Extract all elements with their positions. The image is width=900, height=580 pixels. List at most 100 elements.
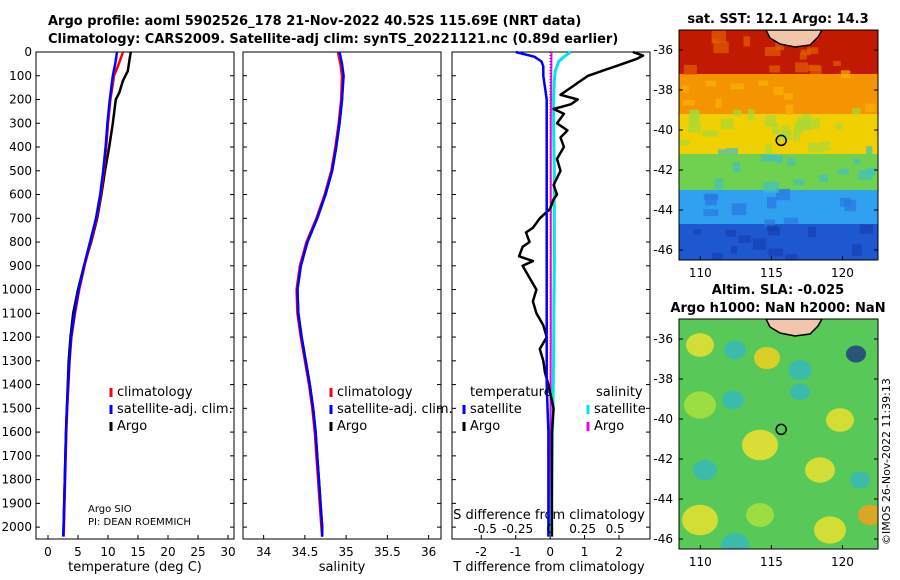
argo-pi: PI: DEAN ROEMMICH — [88, 517, 191, 528]
sst-pixel — [725, 229, 737, 237]
sst-pixel — [743, 36, 751, 47]
temperature-xtick-label: 0 — [44, 545, 52, 559]
temperature-argo-line — [62, 51, 133, 537]
sst-pixel — [752, 238, 767, 250]
temperature-xtick-label: 25 — [190, 545, 205, 559]
sla-map-subtitle: Argo h1000: NaN h2000: NaN — [670, 301, 885, 316]
sst-pixel — [797, 116, 805, 123]
difference-legend-heading: salinity — [596, 385, 643, 400]
sst-pixel — [783, 93, 794, 100]
sst-pixel — [747, 109, 755, 121]
sla_map-xtick-label: 110 — [689, 555, 712, 569]
sst-map-title: sat. SST: 12.1 Argo: 14.3 — [687, 12, 868, 27]
sst-pixel — [688, 109, 699, 122]
sst-pixel — [858, 169, 873, 180]
temperature-xtick-label: 30 — [220, 545, 235, 559]
sla-anomaly-blob — [746, 503, 774, 527]
sst-pixel — [785, 253, 798, 260]
sst-pixel — [738, 235, 751, 243]
sst-pixel — [683, 64, 697, 75]
sst-pixel — [775, 41, 785, 51]
sst-pixel — [726, 147, 739, 155]
sla_map-ytick-label: -38 — [653, 372, 673, 386]
difference-temperature-satellite-line — [515, 50, 550, 537]
salinity-xtick-label: 35.5 — [374, 545, 401, 559]
sst-pixel — [714, 178, 724, 189]
sst-pixel — [760, 154, 774, 162]
sst-pixel — [866, 167, 876, 176]
sla-anomaly-blob — [826, 408, 854, 432]
temperature-xtick-label: 15 — [130, 545, 145, 559]
sla-anomaly-blob — [693, 459, 717, 481]
salinity-legend-label: Argo — [337, 419, 367, 434]
sst-pixel — [852, 107, 861, 115]
sla_map-ytick-label: -46 — [653, 532, 673, 546]
depth-tick-label: 1600 — [1, 425, 32, 439]
sst-pixel — [866, 146, 873, 154]
sla-anomaly-blob — [790, 383, 810, 401]
sst-pixel — [763, 181, 779, 193]
depth-tick-label: 400 — [9, 140, 32, 154]
sst-pixel — [801, 113, 811, 126]
temperature-satellite-line — [62, 51, 119, 537]
salinity-diff-tick-label: -0.5 — [473, 522, 496, 536]
sst-pixel — [720, 118, 734, 130]
sla_map-ytick-label: -44 — [653, 492, 673, 506]
sst-pixel — [833, 60, 841, 66]
page-title: Argo profile: aoml 5902526_178 21-Nov-20… — [48, 14, 582, 29]
sst-pixel — [757, 80, 768, 86]
temperature-legend-label: Argo — [117, 419, 147, 434]
sst-pixel — [773, 86, 784, 96]
sst-pixel — [764, 47, 781, 56]
difference-xlabel: T difference from climatology — [452, 560, 645, 575]
depth-tick-label: 800 — [9, 235, 32, 249]
sla_map-frame — [678, 318, 879, 550]
sla_map-field — [679, 319, 878, 549]
sla_map-xtick-label: 120 — [831, 555, 854, 569]
temperature-climatology-line — [62, 51, 125, 537]
sst_map-field — [679, 30, 878, 260]
salinity-legend-label: climatology — [337, 385, 413, 400]
difference-salinity-legend-label: satellite — [594, 402, 646, 417]
sla_map-xtick-label: 115 — [760, 555, 783, 569]
sst-pixel — [713, 41, 729, 54]
difference-temperature-legend-label: satellite — [470, 402, 522, 417]
sla_map-float-marker — [775, 423, 787, 436]
sst_map-xtick-label: 110 — [689, 266, 712, 280]
sst-pixel — [783, 217, 799, 224]
depth-tick-label: 600 — [9, 188, 32, 202]
salinity-diff-tick-label: 0.25 — [569, 522, 596, 536]
sst-land-patch — [765, 30, 823, 48]
sla-anomaly-blob — [684, 391, 716, 419]
temperature-legend-label: satellite-adj. clim. — [117, 402, 233, 417]
sst_map-ytick-label: -38 — [653, 83, 673, 97]
sst-pixel — [859, 224, 874, 234]
sst_map-float-marker — [775, 134, 787, 147]
argo-institution: Argo SIO — [88, 504, 132, 515]
sst-pixel — [844, 199, 857, 212]
sst-pixel — [766, 225, 778, 231]
sst_map-ytick-label: -40 — [653, 123, 673, 137]
depth-tick-label: 1000 — [1, 283, 32, 297]
sst-pixel — [818, 174, 828, 182]
difference-xtick-label: 0 — [546, 545, 554, 559]
temperature-xtick-label: 10 — [100, 545, 115, 559]
difference-xtick-label: 1 — [581, 545, 589, 559]
sst-pixel — [796, 120, 811, 131]
sla-anomaly-blob — [850, 471, 870, 489]
sst-pixel — [785, 104, 794, 116]
sst-pixel — [807, 64, 821, 72]
sst-pixel — [837, 168, 850, 175]
sla_map-ytick-label: -40 — [653, 412, 673, 426]
sst-pixel — [711, 30, 727, 43]
salinity-xlabel: salinity — [319, 560, 366, 575]
sla-anomaly-blob — [722, 390, 744, 410]
sst-pixel — [835, 123, 843, 130]
sst-pixel — [776, 130, 792, 141]
sst-pixel — [679, 140, 690, 146]
depth-tick-label: 900 — [9, 259, 32, 273]
temperature-xtick-label: 5 — [74, 545, 82, 559]
sst-pixel — [705, 193, 718, 206]
sst_map-ytick-label: -46 — [653, 243, 673, 257]
depth-tick-label: 1700 — [1, 449, 32, 463]
